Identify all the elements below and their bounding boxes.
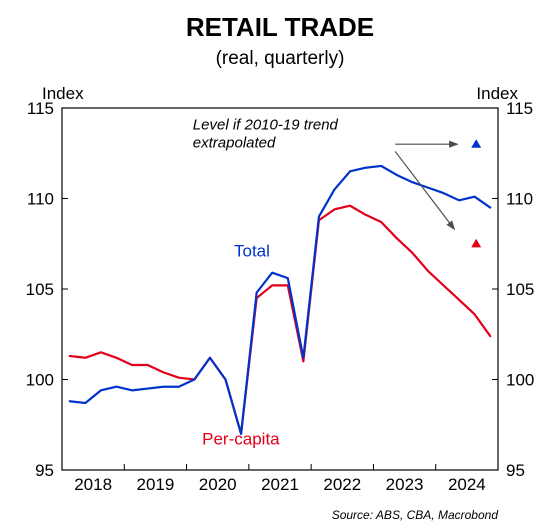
y-tick-label-right: 100 (506, 371, 534, 390)
x-tick-label: 2019 (137, 475, 175, 494)
x-tick-label: 2021 (261, 475, 299, 494)
y-tick-label-right: 95 (506, 461, 525, 480)
y-tick-label-right: 110 (506, 190, 533, 209)
series-label-total: Total (234, 241, 270, 260)
x-tick-label: 2018 (74, 475, 112, 494)
y-tick-label-left: 110 (27, 190, 54, 209)
x-tick-label: 2023 (386, 475, 424, 494)
y-tick-label-left: 105 (26, 280, 54, 299)
x-tick-label: 2024 (448, 475, 486, 494)
annotation-text: extrapolated (193, 135, 276, 152)
chart-source: Source: ABS, CBA, Macrobond (332, 508, 498, 522)
series-per-capita (70, 206, 490, 434)
plot-border (62, 108, 498, 470)
y-tick-label-left: 115 (27, 99, 54, 118)
series-total (70, 166, 490, 434)
y-tick-label-right: 115 (506, 99, 533, 118)
x-tick-label: 2022 (323, 475, 361, 494)
y-tick-label-left: 100 (26, 371, 54, 390)
x-tick-label: 2020 (199, 475, 237, 494)
annotation-arrow (395, 151, 454, 229)
annotation-text: Level if 2010-19 trend (193, 117, 339, 134)
series-label-per-capita: Per-capita (202, 430, 280, 449)
chart-svg: 95 95 100 100 105 105 110 110 115 115 2018 2019 2020… (0, 0, 560, 528)
marker-per_capita (471, 239, 481, 248)
y-tick-label-left: 95 (35, 461, 54, 480)
y-tick-label-right: 105 (506, 280, 534, 299)
marker-total (471, 139, 481, 148)
